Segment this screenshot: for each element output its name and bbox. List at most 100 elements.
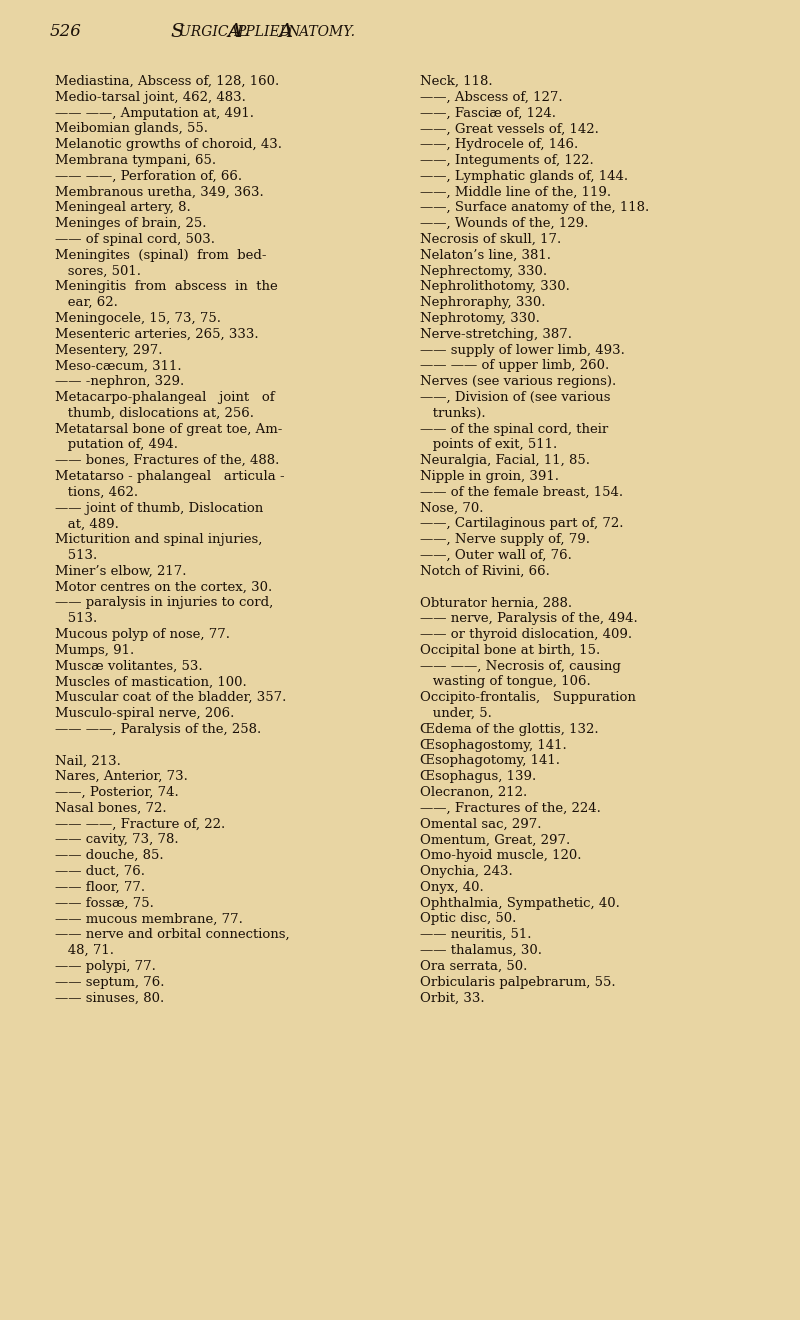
Text: Meningeal artery, 8.: Meningeal artery, 8. [55,202,190,214]
Text: Obturator hernia, 288.: Obturator hernia, 288. [420,597,572,610]
Text: —— -nephron, 329.: —— -nephron, 329. [55,375,184,388]
Text: ——, Outer wall of, 76.: ——, Outer wall of, 76. [420,549,572,562]
Text: ——, Fractures of the, 224.: ——, Fractures of the, 224. [420,801,601,814]
Text: —— of the spinal cord, their: —— of the spinal cord, their [420,422,608,436]
Text: —— mucous membrane, 77.: —— mucous membrane, 77. [55,912,243,925]
Text: —— —— of upper limb, 260.: —— —— of upper limb, 260. [420,359,610,372]
Text: —— ——, Paralysis of the, 258.: —— ——, Paralysis of the, 258. [55,723,262,735]
Text: ——, Division of (see various: ——, Division of (see various [420,391,610,404]
Text: S: S [170,22,183,41]
Text: A: A [279,22,293,41]
Text: Omental sac, 297.: Omental sac, 297. [420,817,542,830]
Text: sores, 501.: sores, 501. [55,264,141,277]
Text: Neck, 118.: Neck, 118. [420,75,493,88]
Text: Onyx, 40.: Onyx, 40. [420,880,484,894]
Text: Œsophagus, 139.: Œsophagus, 139. [420,770,536,783]
Text: —— neuritis, 51.: —— neuritis, 51. [420,928,531,941]
Text: Meningites  (spinal)  from  bed-: Meningites (spinal) from bed- [55,248,266,261]
Text: Nephrectomy, 330.: Nephrectomy, 330. [420,264,547,277]
Text: A: A [227,22,242,41]
Text: Œsophagostomy, 141.: Œsophagostomy, 141. [420,739,566,751]
Text: —— bones, Fractures of the, 488.: —— bones, Fractures of the, 488. [55,454,279,467]
Text: Ophthalmia, Sympathetic, 40.: Ophthalmia, Sympathetic, 40. [420,896,620,909]
Text: Nerve-stretching, 387.: Nerve-stretching, 387. [420,327,572,341]
Text: Nephrotomy, 330.: Nephrotomy, 330. [420,312,540,325]
Text: Nerves (see various regions).: Nerves (see various regions). [420,375,616,388]
Text: Omo-hyoid muscle, 120.: Omo-hyoid muscle, 120. [420,849,582,862]
Text: Olecranon, 212.: Olecranon, 212. [420,785,527,799]
Text: wasting of tongue, 106.: wasting of tongue, 106. [420,676,590,689]
Text: —— or thyroid dislocation, 409.: —— or thyroid dislocation, 409. [420,628,632,642]
Text: Metatarso - phalangeal   articula -: Metatarso - phalangeal articula - [55,470,285,483]
Text: —— ——, Amputation at, 491.: —— ——, Amputation at, 491. [55,107,254,120]
Text: —— thalamus, 30.: —— thalamus, 30. [420,944,542,957]
Text: under, 5.: under, 5. [420,708,492,719]
Text: putation of, 494.: putation of, 494. [55,438,178,451]
Text: Metacarpo-phalangeal   joint   of: Metacarpo-phalangeal joint of [55,391,274,404]
Text: Nipple in groin, 391.: Nipple in groin, 391. [420,470,559,483]
Text: ——, Great vessels of, 142.: ——, Great vessels of, 142. [420,123,599,136]
Text: Micturition and spinal injuries,: Micturition and spinal injuries, [55,533,262,546]
Text: —— nerve and orbital connections,: —— nerve and orbital connections, [55,928,290,941]
Text: Nail, 213.: Nail, 213. [55,755,121,767]
Text: points of exit, 511.: points of exit, 511. [420,438,558,451]
Text: ——, Surface anatomy of the, 118.: ——, Surface anatomy of the, 118. [420,202,650,214]
Text: ——, Wounds of the, 129.: ——, Wounds of the, 129. [420,218,588,230]
Text: Onychia, 243.: Onychia, 243. [420,865,513,878]
Text: ——, Abscess of, 127.: ——, Abscess of, 127. [420,91,562,104]
Text: —— sinuses, 80.: —— sinuses, 80. [55,991,164,1005]
Text: Neuralgia, Facial, 11, 85.: Neuralgia, Facial, 11, 85. [420,454,590,467]
Text: —— septum, 76.: —— septum, 76. [55,975,165,989]
Text: Meninges of brain, 25.: Meninges of brain, 25. [55,218,206,230]
Text: Membranous uretha, 349, 363.: Membranous uretha, 349, 363. [55,186,264,198]
Text: —— duct, 76.: —— duct, 76. [55,865,145,878]
Text: tions, 462.: tions, 462. [55,486,138,499]
Text: Melanotic growths of choroid, 43.: Melanotic growths of choroid, 43. [55,139,282,152]
Text: thumb, dislocations at, 256.: thumb, dislocations at, 256. [55,407,254,420]
Text: Musculo-spiral nerve, 206.: Musculo-spiral nerve, 206. [55,708,234,719]
Text: —— supply of lower limb, 493.: —— supply of lower limb, 493. [420,343,625,356]
Text: URGICAL: URGICAL [178,25,252,40]
Text: Mumps, 91.: Mumps, 91. [55,644,134,657]
Text: ——, Fasciæ of, 124.: ——, Fasciæ of, 124. [420,107,556,120]
Text: —— paralysis in injuries to cord,: —— paralysis in injuries to cord, [55,597,274,610]
Text: Meningocele, 15, 73, 75.: Meningocele, 15, 73, 75. [55,312,221,325]
Text: Motor centres on the cortex, 30.: Motor centres on the cortex, 30. [55,581,272,594]
Text: Nephroraphy, 330.: Nephroraphy, 330. [420,296,546,309]
Text: —— polypi, 77.: —— polypi, 77. [55,960,156,973]
Text: ——, Nerve supply of, 79.: ——, Nerve supply of, 79. [420,533,590,546]
Text: 513.: 513. [55,612,98,626]
Text: Occipito-frontalis,   Suppuration: Occipito-frontalis, Suppuration [420,692,636,704]
Text: Orbicularis palpebrarum, 55.: Orbicularis palpebrarum, 55. [420,975,616,989]
Text: at, 489.: at, 489. [55,517,119,531]
Text: ——, Posterior, 74.: ——, Posterior, 74. [55,785,178,799]
Text: 48, 71.: 48, 71. [55,944,114,957]
Text: ——, Lymphatic glands of, 144.: ——, Lymphatic glands of, 144. [420,170,628,182]
Text: ——, Integuments of, 122.: ——, Integuments of, 122. [420,154,594,168]
Text: Meibomian glands, 55.: Meibomian glands, 55. [55,123,208,136]
Text: Occipital bone at birth, 15.: Occipital bone at birth, 15. [420,644,600,657]
Text: Muscular coat of the bladder, 357.: Muscular coat of the bladder, 357. [55,692,286,704]
Text: 513.: 513. [55,549,98,562]
Text: Orbit, 33.: Orbit, 33. [420,991,485,1005]
Text: ear, 62.: ear, 62. [55,296,118,309]
Text: trunks).: trunks). [420,407,486,420]
Text: Omentum, Great, 297.: Omentum, Great, 297. [420,833,570,846]
Text: Meso-cæcum, 311.: Meso-cæcum, 311. [55,359,182,372]
Text: —— of the female breast, 154.: —— of the female breast, 154. [420,486,623,499]
Text: ——, Cartilaginous part of, 72.: ——, Cartilaginous part of, 72. [420,517,623,531]
Text: Mesentery, 297.: Mesentery, 297. [55,343,162,356]
Text: Optic disc, 50.: Optic disc, 50. [420,912,516,925]
Text: —— ——, Necrosis of, causing: —— ——, Necrosis of, causing [420,660,621,673]
Text: Muscles of mastication, 100.: Muscles of mastication, 100. [55,676,246,689]
Text: Membrana tympani, 65.: Membrana tympani, 65. [55,154,216,168]
Text: Notch of Rivini, 66.: Notch of Rivini, 66. [420,565,550,578]
Text: —— ——, Fracture of, 22.: —— ——, Fracture of, 22. [55,817,226,830]
Text: 526: 526 [50,24,82,41]
Text: Miner’s elbow, 217.: Miner’s elbow, 217. [55,565,186,578]
Text: Medio-tarsal joint, 462, 483.: Medio-tarsal joint, 462, 483. [55,91,246,104]
Text: Ora serrata, 50.: Ora serrata, 50. [420,960,527,973]
Text: Nares, Anterior, 73.: Nares, Anterior, 73. [55,770,188,783]
Text: Nephrolithotomy, 330.: Nephrolithotomy, 330. [420,280,570,293]
Text: PPLIED: PPLIED [236,25,295,40]
